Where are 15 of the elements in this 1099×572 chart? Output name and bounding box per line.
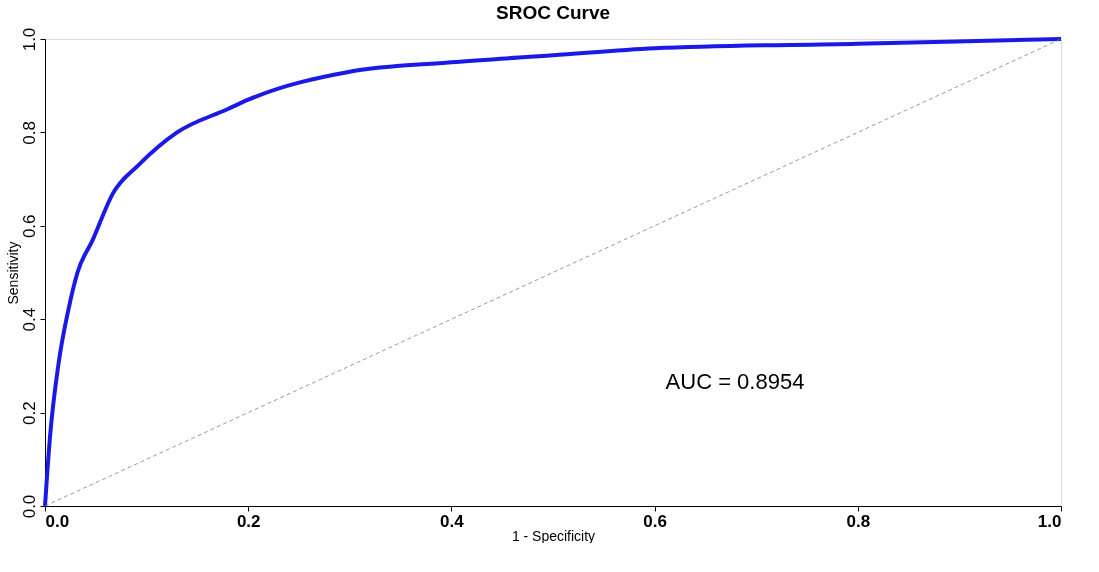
chart-title: SROC Curve (495, 2, 611, 24)
y-tick-label: 0.8 (19, 121, 39, 145)
x-tick-label: 1.0 (1037, 511, 1062, 531)
x-tick-label: 0.6 (643, 511, 667, 531)
x-tick-label: 0.0 (45, 511, 70, 531)
annotation: AUC = 0.8954 (665, 369, 805, 394)
y-tick-label: 1.0 (19, 27, 39, 52)
y-tick-label: 0.2 (19, 401, 39, 425)
x-tick-label: 0.2 (236, 511, 261, 531)
x-tick-label: 0.4 (440, 511, 465, 531)
x-tick-label: 0.8 (846, 511, 871, 531)
y-axis-title: Sensitivity (4, 241, 21, 305)
y-tick-label: 0.6 (19, 214, 39, 239)
x-axis-title: 1 - Specificity (511, 527, 596, 544)
y-tick-label: 0.4 (19, 307, 39, 332)
